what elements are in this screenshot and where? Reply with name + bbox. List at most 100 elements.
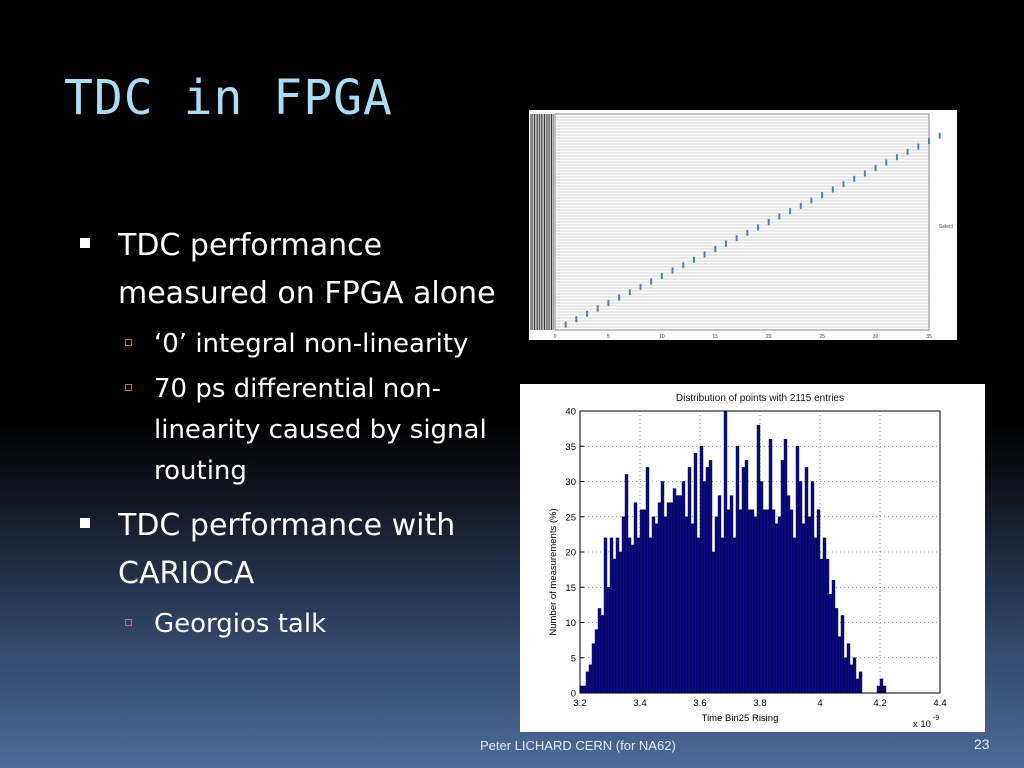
histogram-bar: [855, 678, 860, 694]
plot-frame: [554, 113, 930, 331]
histogram-bar: [747, 509, 752, 694]
x-tick-label: 3.2: [573, 698, 586, 709]
bullet-text: TDC performance with CARIOCA: [118, 508, 456, 591]
histogram-bar: [675, 495, 680, 694]
x-tick-label: 15: [713, 334, 719, 340]
histogram-bar: [609, 537, 614, 694]
histogram-bar: [645, 467, 650, 694]
y-tick-label: 15: [565, 583, 576, 594]
histogram-bar: [663, 516, 668, 694]
histogram-bar: [678, 495, 683, 694]
histogram-bar: [624, 474, 629, 694]
y-tick-label: 10: [565, 618, 576, 629]
histogram-bar: [657, 502, 662, 694]
histogram-bar: [600, 615, 605, 694]
histogram-bar: [660, 481, 665, 694]
staircase-chart: 0 5 10 15 20 25 30 35 Select: [529, 110, 957, 340]
histogram-bar: [759, 481, 764, 694]
histogram-bar: [723, 410, 728, 694]
histogram-bar: [804, 467, 809, 694]
histogram-bar: [843, 657, 848, 694]
histogram-bar: [702, 481, 707, 694]
x-tick-label: 35: [926, 334, 932, 340]
bullet-list: TDC performance measured on FPGA alone ‘…: [80, 222, 510, 649]
histogram-bar: [786, 495, 791, 694]
histogram-bar: [882, 685, 887, 694]
histogram-bar: [603, 537, 608, 694]
histogram-bar: [735, 446, 740, 694]
histogram-bar: [783, 439, 788, 694]
histogram-bar: [684, 516, 689, 694]
histogram-bar: [591, 643, 596, 694]
hollow-square-bullet-icon: [125, 384, 132, 391]
page-number: 23: [974, 736, 990, 752]
histogram-bar: [840, 615, 845, 694]
histogram-bar: [606, 587, 611, 694]
y-tick-label: 25: [565, 512, 576, 523]
chart-title: Distribution of points with 2115 entries: [676, 393, 844, 404]
x-tick-label: 4.4: [933, 698, 946, 709]
x-tick-label: 5: [607, 334, 610, 340]
y-tick-label: 20: [565, 548, 576, 559]
y-axis-label: Number of measurements (%): [548, 508, 559, 635]
y-tick-label: 35: [565, 442, 576, 453]
x-tick-label: 0: [554, 334, 557, 340]
histogram-bar: [738, 509, 743, 694]
histogram-chart-svg: Distribution of points with 2115 entries…: [548, 393, 947, 730]
histogram-bar: [750, 509, 755, 694]
histogram-bar: [633, 502, 638, 694]
histogram-bar: [639, 509, 644, 694]
histogram-bar: [666, 502, 671, 694]
histogram-bar: [753, 516, 758, 694]
x-multiplier-exponent: -9: [933, 715, 939, 722]
histogram-bar: [696, 537, 701, 694]
histogram-bar: [837, 636, 842, 694]
histogram-bar: [714, 516, 719, 694]
histogram-bar: [726, 509, 731, 694]
histogram-bar: [627, 537, 632, 694]
legend-label: Select: [939, 224, 954, 230]
footer-text: Peter LICHARD CERN (for NA62): [480, 738, 676, 753]
square-bullet-icon: [80, 238, 90, 248]
histogram-bar: [588, 664, 593, 694]
histogram-bar: [831, 579, 836, 694]
bullet-item: TDC performance with CARIOCA: [80, 502, 510, 598]
histogram-bar: [852, 657, 857, 694]
x-axis-label: Time Bin25 Rising: [702, 713, 779, 724]
histogram-bar: [615, 537, 620, 694]
x-tick-label: 25: [819, 334, 825, 340]
histogram-bar: [687, 467, 692, 694]
sub-bullet-item: ‘0’ integral non-linearity: [80, 324, 510, 365]
histogram-bar: [693, 453, 698, 694]
histogram-bar: [741, 467, 746, 694]
histogram-bar: [771, 509, 776, 694]
histogram-bar: [774, 523, 779, 694]
histogram-bar: [690, 523, 695, 694]
histogram-bar: [594, 629, 599, 694]
histogram-bar: [789, 509, 794, 694]
x-tick-label: 20: [766, 334, 772, 340]
x-tick-label: 3.4: [633, 698, 646, 709]
histogram-bar: [585, 671, 590, 694]
histogram-bar: [618, 551, 623, 694]
histogram-bar: [630, 544, 635, 694]
histogram-bar: [699, 446, 704, 694]
histogram-bar: [708, 460, 713, 694]
histogram-bar: [642, 509, 647, 694]
histogram-bar: [582, 685, 587, 694]
histogram-bar: [810, 481, 815, 694]
histogram-bar: [705, 467, 710, 694]
histogram-bar: [846, 643, 851, 694]
sub-bullet-text: Georgios talk: [154, 609, 327, 639]
histogram-bar: [858, 671, 863, 694]
histogram-bar: [807, 516, 812, 694]
histogram-bar: [681, 481, 686, 694]
histogram-bar: [801, 523, 806, 694]
histogram-bar: [816, 509, 821, 694]
hollow-square-bullet-icon: [125, 339, 132, 346]
x-tick-label: 30: [873, 334, 879, 340]
histogram-bar: [597, 608, 602, 694]
slide-title: TDC in FPGA: [64, 70, 393, 126]
histogram-bar: [729, 495, 734, 694]
histogram-bar: [720, 537, 725, 694]
